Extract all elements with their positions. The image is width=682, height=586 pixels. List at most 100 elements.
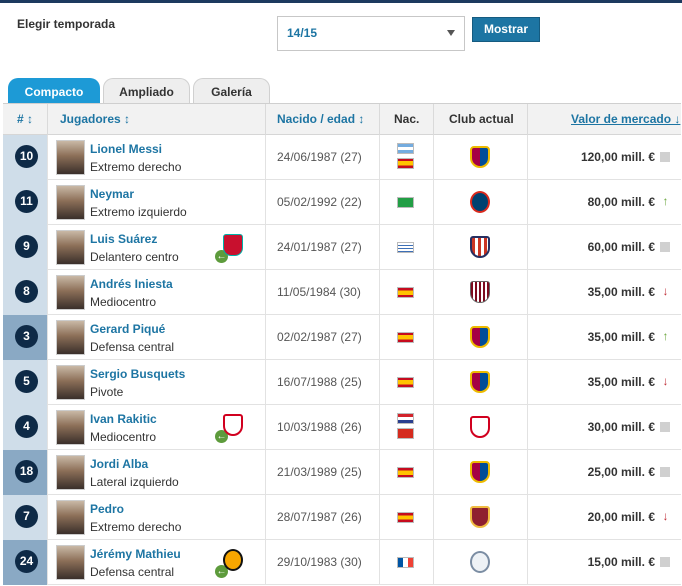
table-row: 10 Lionel Messi Extremo derecho 24/06/19… [3, 135, 681, 180]
crest-vissel-icon[interactable] [470, 281, 490, 303]
column-divider [379, 225, 380, 270]
player-photo[interactable] [56, 455, 85, 490]
sort-value-header[interactable]: Valor de mercado ↓ [571, 112, 681, 126]
player-name-link[interactable]: Andrés Iniesta [90, 277, 173, 291]
player-position: Extremo izquierdo [90, 205, 187, 219]
season-label: Elegir temporada [17, 17, 116, 31]
player-name-link[interactable]: Neymar [90, 187, 135, 201]
column-divider [265, 270, 266, 315]
column-divider [527, 225, 528, 270]
crest-liverpool-icon[interactable] [223, 234, 243, 256]
birth-date-age: 02/02/1987 (27) [277, 330, 362, 344]
shirt-number: 3 [15, 325, 38, 348]
birth-date-age: 05/02/1992 (22) [277, 195, 362, 209]
column-divider [379, 180, 380, 225]
number-cell: 5 [3, 360, 47, 405]
tab-compacto[interactable]: Compacto [8, 78, 100, 104]
market-value: 35,00 mill. € [587, 375, 655, 389]
player-photo[interactable] [56, 320, 85, 355]
player-photo[interactable] [56, 275, 85, 310]
birth-date-age: 29/10/1983 (30) [277, 555, 362, 569]
crest-sporting-icon[interactable] [470, 551, 490, 573]
tab-ampliado[interactable]: Ampliado [103, 78, 190, 104]
crest-barcelona-icon[interactable] [470, 326, 490, 348]
player-position: Lateral izquierdo [90, 475, 179, 489]
crest-sevilla-icon[interactable] [470, 416, 490, 438]
player-photo[interactable] [56, 410, 85, 445]
player-photo[interactable] [56, 500, 85, 535]
table-row: 3 Gerard Piqué Defensa central 02/02/198… [3, 315, 681, 360]
number-cell: 24 [3, 540, 47, 585]
player-name-link[interactable]: Pedro [90, 502, 125, 516]
player-photo[interactable] [56, 140, 85, 175]
player-name-link[interactable]: Sergio Busquets [90, 367, 186, 381]
column-divider [47, 495, 48, 540]
player-position: Extremo derecho [90, 160, 182, 174]
column-divider [433, 495, 434, 540]
column-divider [379, 135, 380, 180]
column-divider [265, 315, 266, 360]
tab-galeria[interactable]: Galería [193, 78, 270, 104]
column-divider [527, 315, 528, 360]
column-divider [527, 180, 528, 225]
player-position: Mediocentro [90, 430, 157, 444]
player-name-link[interactable]: Lionel Messi [90, 142, 163, 156]
sort-born-header[interactable]: Nacido / edad ↕ [277, 112, 365, 126]
show-button[interactable]: Mostrar [472, 17, 540, 42]
player-name-link[interactable]: Jérémy Mathieu [90, 547, 181, 561]
sort-players-header[interactable]: Jugadores ↕ [60, 112, 131, 126]
crest-barcelona-icon[interactable] [470, 461, 490, 483]
column-divider [265, 540, 266, 585]
player-name-link[interactable]: Luis Suárez [90, 232, 158, 246]
player-photo[interactable] [56, 545, 85, 580]
flag-uruguay-icon [397, 242, 414, 253]
market-value: 20,00 mill. € [587, 510, 655, 524]
crest-psg-icon[interactable] [470, 191, 490, 213]
market-value: 120,00 mill. € [580, 150, 655, 164]
column-divider [433, 360, 434, 405]
number-cell: 10 [3, 135, 47, 180]
column-divider [433, 450, 434, 495]
crest-roma-icon[interactable] [470, 506, 490, 528]
column-divider [47, 135, 48, 180]
column-divider [527, 495, 528, 540]
crest-sevilla-icon[interactable] [223, 414, 243, 436]
market-value: 25,00 mill. € [587, 465, 655, 479]
crest-barcelona-icon[interactable] [470, 371, 490, 393]
shirt-number: 7 [15, 505, 38, 528]
player-name-link[interactable]: Ivan Rakitic [90, 412, 157, 426]
sort-number-header[interactable]: # ↕ [17, 112, 34, 126]
flag-spain-icon [397, 332, 414, 343]
column-divider [433, 405, 434, 450]
table-row: 11 Neymar Extremo izquierdo 05/02/1992 (… [3, 180, 681, 225]
column-divider [379, 270, 380, 315]
market-value: 30,00 mill. € [587, 420, 655, 434]
column-divider [433, 315, 434, 360]
player-photo[interactable] [56, 230, 85, 265]
market-value: 35,00 mill. € [587, 285, 655, 299]
column-divider [47, 540, 48, 585]
shirt-number: 24 [15, 550, 38, 573]
column-divider [433, 135, 434, 180]
season-select[interactable]: 14/15 [277, 16, 465, 51]
column-divider [47, 315, 48, 360]
header-divider [265, 104, 266, 135]
top-accent-line [0, 0, 682, 3]
crest-valencia-icon[interactable] [223, 549, 243, 571]
birth-date-age: 24/06/1987 (27) [277, 150, 362, 164]
player-name-link[interactable]: Jordi Alba [90, 457, 149, 471]
nationality-header: Nac. [394, 112, 420, 126]
column-divider [527, 450, 528, 495]
market-value: 80,00 mill. € [587, 195, 655, 209]
player-photo[interactable] [56, 185, 85, 220]
crest-atletico-icon[interactable] [470, 236, 490, 258]
column-divider [265, 450, 266, 495]
trend-down-icon: ↓ [662, 509, 669, 523]
flag-spain-icon [397, 158, 414, 169]
column-divider [527, 540, 528, 585]
player-photo[interactable] [56, 365, 85, 400]
crest-barcelona-icon[interactable] [470, 146, 490, 168]
column-divider [379, 360, 380, 405]
player-name-link[interactable]: Gerard Piqué [90, 322, 166, 336]
column-divider [265, 180, 266, 225]
